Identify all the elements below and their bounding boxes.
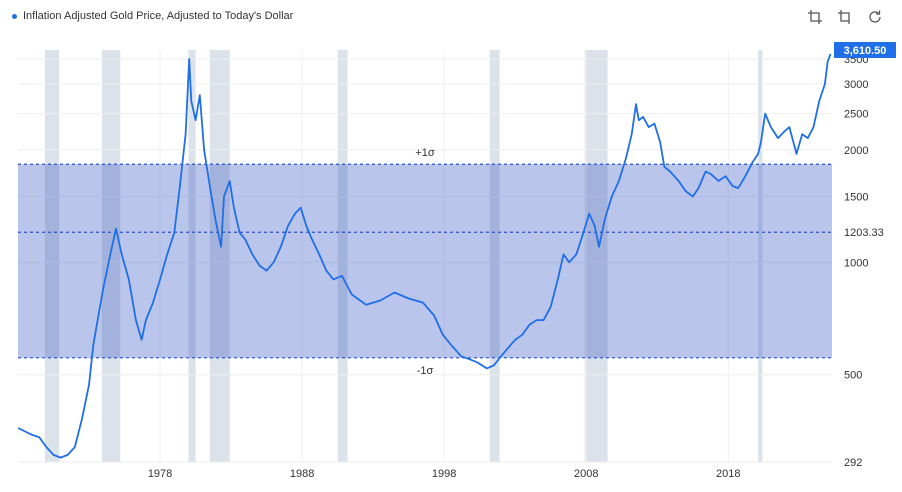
- chart-toolbar: [804, 6, 886, 28]
- crop-icon[interactable]: [804, 6, 826, 28]
- recession-bar: [209, 50, 230, 462]
- y-axis: 292 500 1000 1500 2000 2500 3000 3500: [844, 54, 868, 469]
- recession-shading: [44, 50, 763, 462]
- recession-bar: [44, 50, 60, 462]
- legend[interactable]: Inflation Adjusted Gold Price, Adjusted …: [12, 10, 293, 22]
- crop-alt-icon[interactable]: [834, 6, 856, 28]
- y-tick-label: 1500: [844, 191, 868, 203]
- y-tick-label: 2000: [844, 145, 868, 157]
- x-tick-label: 2018: [716, 468, 740, 480]
- plus-sigma-label: +1σ: [415, 147, 435, 159]
- reset-zoom-icon[interactable]: [864, 6, 886, 28]
- minus-sigma-label: -1σ: [417, 365, 434, 377]
- y-tick-label: 292: [844, 457, 862, 469]
- x-tick-label: 2008: [574, 468, 598, 480]
- x-tick-label: 1998: [432, 468, 456, 480]
- recession-bar: [101, 50, 121, 462]
- y-tick-label: 3500: [844, 54, 868, 66]
- last-value-badge: [834, 41, 896, 58]
- recession-bar: [584, 50, 608, 462]
- y-tick-label: 3000: [844, 79, 868, 91]
- recession-bar: [758, 50, 763, 462]
- y-tick-label: 500: [844, 370, 862, 382]
- y-tick-label: 1000: [844, 257, 868, 269]
- grid-lines: [18, 50, 832, 463]
- legend-label: Inflation Adjusted Gold Price, Adjusted …: [23, 10, 294, 22]
- y-tick-label: 2500: [844, 109, 868, 121]
- gold-price-line: [17, 53, 832, 459]
- x-tick-label: 1988: [290, 468, 314, 480]
- x-tick-label: 1978: [148, 468, 172, 480]
- sigma-band: [18, 164, 832, 358]
- x-axis: 1978 1988 1998 2008 2018: [148, 468, 741, 480]
- recession-bar: [337, 50, 348, 462]
- legend-marker: [12, 13, 17, 19]
- last-value-text: 3,610.50: [844, 45, 887, 57]
- recession-bar: [489, 50, 500, 462]
- recession-bar: [188, 50, 196, 462]
- mean-value-label: 1203.33: [844, 227, 884, 239]
